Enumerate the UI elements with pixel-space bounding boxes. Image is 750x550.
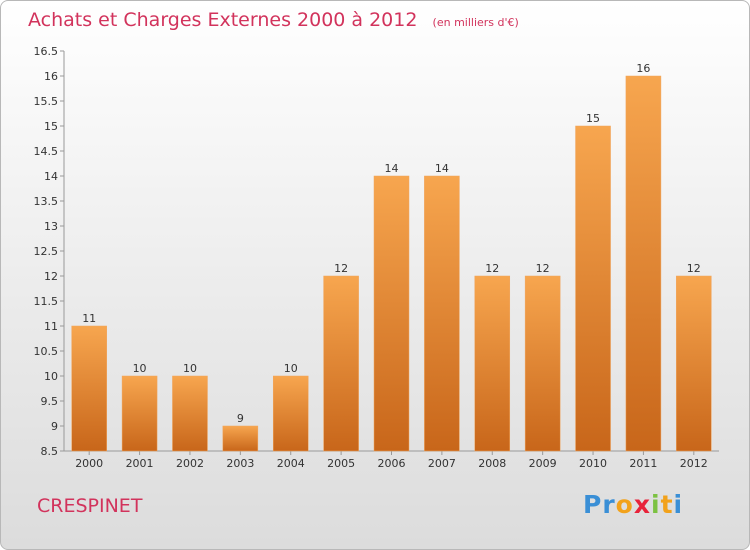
bar (121, 375, 158, 452)
x-tick-label: 2009 (529, 457, 557, 470)
bar-value-label: 12 (334, 262, 348, 275)
commune-name: CRESPINET (37, 495, 143, 517)
y-tick-label: 8.5 (41, 445, 59, 458)
y-tick-label: 14 (44, 170, 58, 183)
x-tick-label: 2003 (226, 457, 254, 470)
y-tick-label: 13.5 (34, 195, 59, 208)
chart-subtitle: (en milliers d'€) (432, 16, 519, 29)
bar (172, 375, 208, 452)
bar (625, 75, 662, 452)
y-tick-label: 12 (44, 270, 58, 283)
bar (575, 125, 611, 452)
logo-letter: t (660, 490, 674, 519)
bar (222, 425, 259, 452)
x-tick-label: 2010 (579, 457, 607, 470)
chart-title-row: Achats et Charges Externes 2000 à 2012 (… (28, 9, 519, 31)
x-tick-label: 2005 (327, 457, 355, 470)
x-tick-label: 2000 (75, 457, 103, 470)
y-tick-label: 16 (44, 70, 58, 83)
bar (323, 275, 359, 452)
bar-value-label: 15 (586, 112, 600, 125)
bar (524, 275, 561, 452)
bar-value-label: 14 (385, 162, 399, 175)
x-tick-label: 2008 (478, 457, 506, 470)
y-tick-label: 9.5 (41, 395, 59, 408)
bar (474, 275, 511, 452)
x-tick-label: 2001 (126, 457, 154, 470)
bar (373, 175, 410, 452)
logo-letter: x (633, 490, 651, 519)
y-tick-label: 11 (44, 320, 58, 333)
bar-value-label: 14 (435, 162, 449, 175)
bar (676, 275, 712, 452)
y-tick-label: 15 (44, 120, 58, 133)
bar (71, 325, 107, 452)
bar-value-label: 10 (284, 362, 298, 375)
bar-value-label: 10 (133, 362, 147, 375)
x-tick-label: 2002 (176, 457, 204, 470)
logo-letter: o (615, 490, 634, 519)
y-tick-label: 11.5 (34, 295, 59, 308)
logo-letter: P (583, 490, 603, 519)
y-tick-label: 15.5 (34, 95, 59, 108)
y-tick-label: 12.5 (34, 245, 59, 258)
bar-value-label: 12 (536, 262, 550, 275)
chart-title: Achats et Charges Externes 2000 à 2012 (28, 9, 418, 31)
y-tick-label: 10.5 (34, 345, 59, 358)
bar (424, 175, 460, 452)
x-tick-label: 2011 (629, 457, 657, 470)
bar-value-label: 12 (485, 262, 499, 275)
x-tick-label: 2007 (428, 457, 456, 470)
y-tick-label: 14.5 (34, 145, 59, 158)
logo-letter: r (602, 490, 616, 519)
y-tick-label: 13 (44, 220, 58, 233)
x-tick-label: 2006 (378, 457, 406, 470)
bar-value-label: 9 (237, 412, 244, 425)
x-tick-label: 2004 (277, 457, 305, 470)
bar-value-label: 12 (687, 262, 701, 275)
y-tick-label: 9 (51, 420, 58, 433)
bar-value-label: 16 (636, 62, 650, 75)
logo-letter: i (673, 490, 684, 519)
proxiti-logo: Proxiti (583, 490, 683, 519)
bar-value-label: 11 (82, 312, 96, 325)
x-tick-label: 2012 (680, 457, 708, 470)
logo-letter: i (651, 490, 661, 519)
bar-value-label: 10 (183, 362, 197, 375)
y-tick-label: 16.5 (34, 45, 59, 58)
bar (272, 375, 309, 452)
y-tick-label: 10 (44, 370, 58, 383)
